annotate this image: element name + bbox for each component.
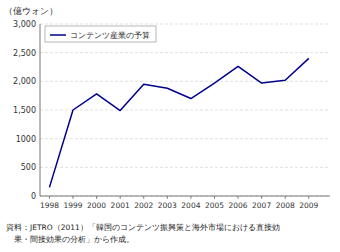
legend-label: コンテンツ産業の予算 [70, 31, 150, 40]
y-tick-label: 3,000 [13, 20, 36, 29]
x-tick-label: 2007 [252, 201, 271, 210]
y-tick-label: 1000 [16, 135, 36, 144]
grid-line [40, 196, 330, 197]
x-tick-label: 2000 [87, 201, 106, 210]
plot-area [49, 58, 308, 187]
x-tick [285, 196, 286, 199]
legend-box [45, 26, 156, 42]
x-tick [143, 196, 144, 199]
legend-swatch [50, 34, 66, 36]
x-tick-label: 2009 [299, 201, 318, 210]
x-tick-label: 2005 [205, 201, 224, 210]
x-tick [190, 196, 191, 199]
x-tick-label: 2003 [158, 201, 177, 210]
x-tick-label: 2008 [276, 201, 295, 210]
x-tick-label: 1998 [40, 201, 59, 210]
y-tick-label: 0 [31, 192, 36, 201]
x-tick-label: 2001 [111, 201, 130, 210]
legend: コンテンツ産業の予算 [45, 26, 156, 42]
y-tick-label: 1,500 [13, 106, 36, 115]
grid-line [40, 24, 330, 25]
y-axis-label: （億ウォン） [4, 6, 58, 16]
y-axis [40, 24, 41, 196]
x-tick [261, 196, 262, 199]
y-tick-label: 2,500 [13, 49, 36, 58]
x-tick-label: 2004 [181, 201, 200, 210]
line-series [49, 58, 308, 187]
y-tick-label: 2,000 [13, 77, 36, 86]
x-tick [167, 196, 168, 199]
caption: 資料：JETRO（2011）「韓国のコンテンツ振興策と海外市場における直接効 [6, 223, 280, 232]
x-tick [214, 196, 215, 199]
x-tick [96, 196, 97, 199]
caption: 果・間接効果の分析」から作成。 [6, 235, 134, 244]
grid-line [40, 110, 330, 111]
x-tick [73, 196, 74, 199]
x-tick [49, 196, 50, 199]
grid-line [40, 167, 330, 168]
grid-line [40, 52, 330, 53]
x-tick-label: 1999 [63, 201, 82, 210]
chart: 0 500 1000 1,500 2,000 2,500 3,000 1998 1999 2000… [0, 0, 340, 252]
grid-line [40, 138, 330, 139]
x-tick-label: 2006 [229, 201, 248, 210]
grid-line [40, 81, 330, 82]
x-tick [120, 196, 121, 199]
y-tick-label: 500 [21, 163, 36, 172]
x-tick [238, 196, 239, 199]
x-axis [40, 196, 330, 197]
x-tick-label: 2002 [134, 201, 153, 210]
x-tick [308, 196, 309, 199]
